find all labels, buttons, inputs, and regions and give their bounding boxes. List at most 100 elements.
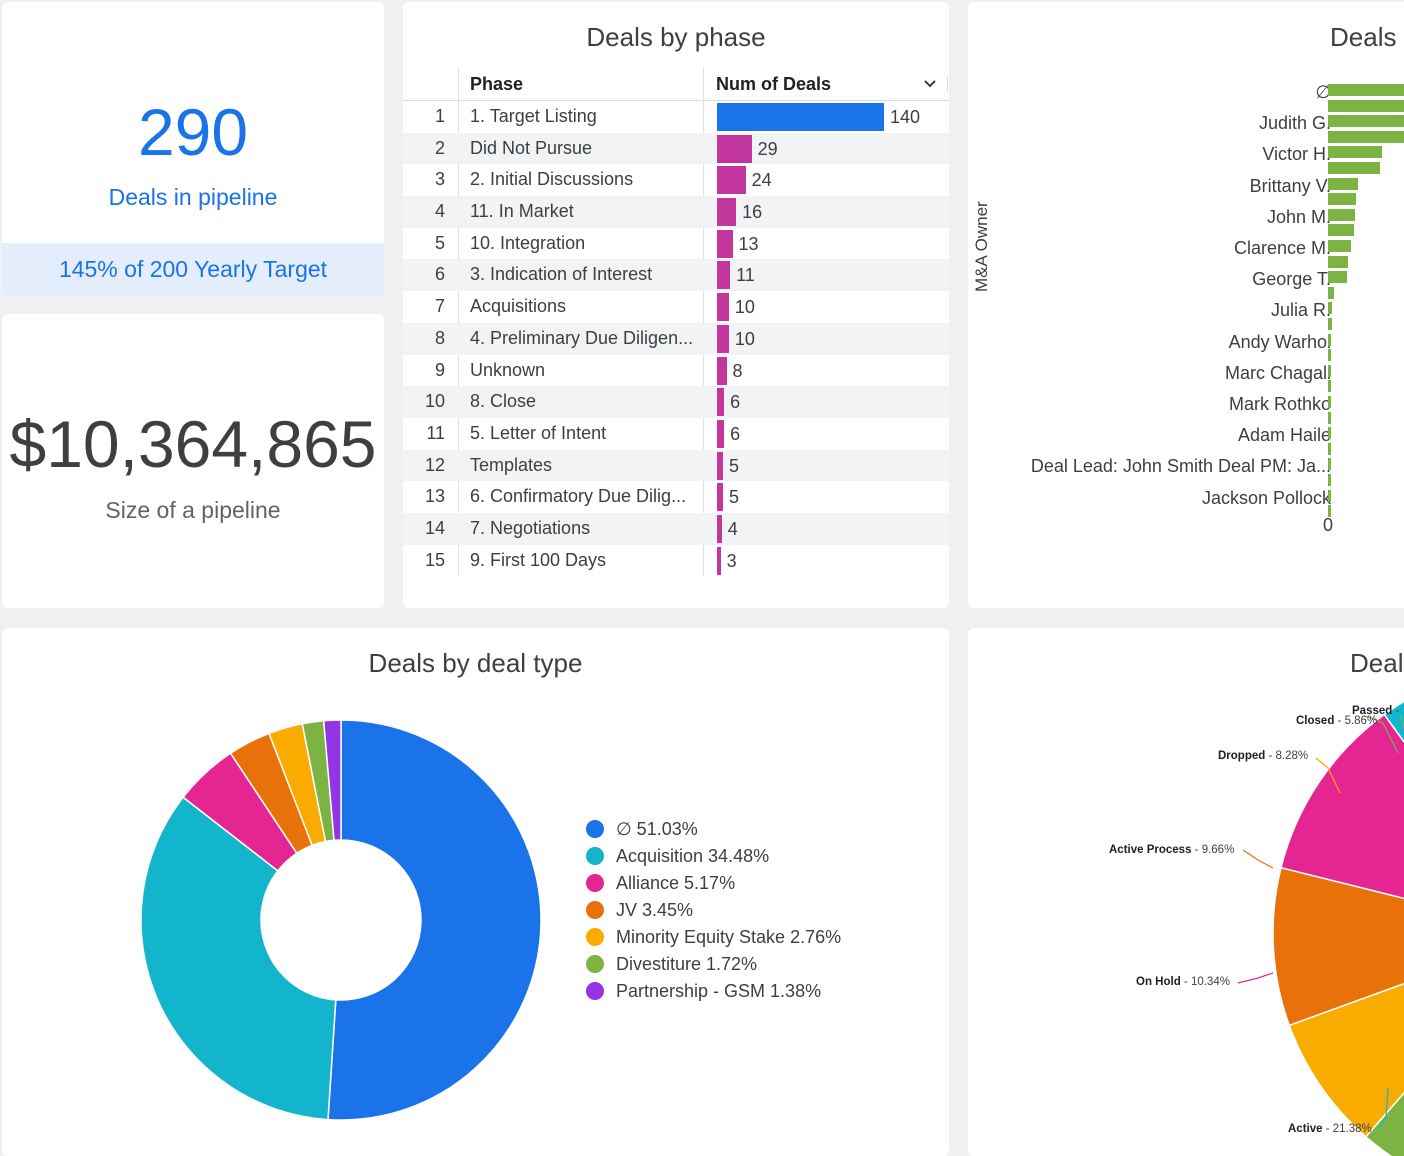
owner-label: John M. <box>1266 206 1331 227</box>
row-deals-bar <box>717 198 737 227</box>
table-row[interactable]: 13 6. Confirmatory Due Dilig... 5 <box>403 481 949 513</box>
row-deals-bar <box>717 451 723 480</box>
row-deals-bar <box>717 388 725 417</box>
legend-label: Divestiture 1.72% <box>616 954 758 974</box>
kpi-pipeline-label: Deals in pipeline <box>108 184 278 210</box>
legend-label: Acquisition 34.48% <box>616 846 770 866</box>
owner-label: Mark Rothko <box>1228 394 1331 414</box>
row-deals-value: 4 <box>727 518 738 539</box>
owner-label: ∅ <box>1315 82 1331 102</box>
owner-label: Clarence M. <box>1233 238 1331 258</box>
owner-label: Victor H. <box>1262 144 1331 165</box>
owner-label: Julia R. <box>1270 300 1331 321</box>
table-row[interactable]: 11 5. Letter of Intent 6 <box>403 418 949 450</box>
row-phase: Acquisitions <box>470 296 567 317</box>
row-deals-bar <box>717 293 729 322</box>
table-row[interactable]: 7 Acquisitions 10 <box>403 291 949 323</box>
row-deals-value: 8 <box>732 360 743 381</box>
legend-label: Minority Equity Stake 2.76% <box>616 927 842 947</box>
deals-by-status-title: Deal <box>1350 648 1404 678</box>
row-deals-bar <box>717 166 746 195</box>
legend-item[interactable]: Divestiture 1.72% <box>586 953 846 976</box>
legend-item[interactable]: Acquisition 34.48% <box>586 845 846 868</box>
owner-bar <box>1328 177 1358 190</box>
row-deals-value: 24 <box>751 170 772 191</box>
row-deals-value: 5 <box>728 455 739 476</box>
table-row[interactable]: 8 4. Preliminary Due Diligen... 10 <box>403 322 949 355</box>
row-number: 1 <box>434 106 445 126</box>
owner-label: Deal Lead: John Smith Deal PM: Ja... <box>1030 456 1331 477</box>
column-header-num-deals[interactable]: Num of Deals <box>716 74 832 94</box>
legend-item[interactable]: Partnership - GSM 1.38% <box>586 980 846 1003</box>
legend-item[interactable]: Minority Equity Stake 2.76% <box>586 926 846 949</box>
row-deals-bar <box>717 546 721 575</box>
legend-dot <box>586 901 604 919</box>
donut-slice[interactable] <box>322 719 342 842</box>
table-row[interactable]: 10 8. Close 6 <box>403 386 949 418</box>
legend-item[interactable]: ∅ 51.03% <box>586 818 846 841</box>
pie-slice[interactable] <box>1288 933 1404 1138</box>
column-divider <box>703 68 704 576</box>
row-number: 8 <box>434 327 445 348</box>
row-phase: 7. Negotiations <box>470 517 591 538</box>
deals-by-phase-title: Deals by phase <box>586 22 766 52</box>
leader-line <box>1315 757 1341 794</box>
kpi-card-pipeline: 290 Deals in pipeline 145% of 200 Yearly… <box>2 2 384 296</box>
table-row[interactable]: 15 9. First 100 Days 3 <box>403 545 949 577</box>
row-number: 13 <box>424 486 445 507</box>
row-deals-value: 16 <box>742 202 763 223</box>
table-row[interactable]: 5 10. Integration 13 <box>403 228 949 260</box>
legend-dot <box>586 955 604 973</box>
owner-bar <box>1328 286 1334 299</box>
owner-bar <box>1328 193 1356 206</box>
owner-bar <box>1328 99 1404 112</box>
row-phase: Unknown <box>470 359 546 380</box>
chevron-down-icon[interactable] <box>923 78 937 90</box>
table-row[interactable]: 12 Templates 5 <box>403 449 949 482</box>
deal-status-pie-chart <box>1237 663 1404 1156</box>
legend-item[interactable]: JV 3.45% <box>586 899 846 922</box>
owner-bar <box>1328 208 1355 221</box>
table-row[interactable]: 1 1. Target Listing 140 <box>403 101 949 133</box>
table-row[interactable]: 4 11. In Market 16 <box>403 196 949 228</box>
table-row[interactable]: 14 7. Negotiations 4 <box>403 512 949 545</box>
column-divider <box>458 68 459 576</box>
legend-label: Alliance 5.17% <box>616 873 736 893</box>
donut-slice[interactable] <box>327 719 542 1121</box>
row-deals-value: 6 <box>730 423 741 444</box>
pie-slice[interactable] <box>1383 663 1404 933</box>
owner-bar <box>1328 146 1382 159</box>
legend-dot <box>586 874 604 892</box>
row-deals-value: 6 <box>730 392 741 413</box>
row-deals-bar <box>717 261 731 290</box>
row-number: 7 <box>434 296 445 317</box>
row-deals-value: 5 <box>728 487 739 508</box>
row-deals-value: 29 <box>757 138 778 159</box>
kpi-size-label: Size of a pipeline <box>105 497 281 523</box>
leader-line <box>1399 714 1404 729</box>
column-header-phase[interactable]: Phase <box>470 74 524 94</box>
kpi-size-value: $10,364,865 <box>9 407 377 481</box>
owner-bar <box>1328 474 1331 486</box>
donut-slice[interactable] <box>140 796 337 1121</box>
pie-slice[interactable] <box>1280 713 1404 933</box>
kpi-pipeline-value: 290 <box>137 95 249 169</box>
row-number: 11 <box>426 422 445 443</box>
table-header: Phase Num of Deals <box>403 68 949 101</box>
table-row[interactable]: 6 3. Indication of Interest 11 <box>403 259 949 292</box>
pie-slice[interactable] <box>1272 866 1404 1027</box>
legend-item[interactable]: Alliance 5.17% <box>586 872 846 895</box>
owner-bar <box>1328 224 1354 237</box>
owner-bar <box>1328 396 1331 408</box>
row-number: 5 <box>434 232 445 253</box>
table-row[interactable]: 9 Unknown 8 <box>403 355 949 387</box>
table-row[interactable]: 2 Did Not Pursue 29 <box>403 132 949 165</box>
row-deals-bar <box>717 514 722 543</box>
owner-bar <box>1328 115 1404 128</box>
deals-by-deal-type-card: Deals by deal type ∅ 51.03% Acquisition 3… <box>2 628 949 1156</box>
deals-by-status-card: Deal Passed - Closed - 5.86% Dropped - 8.2… <box>968 628 1404 1156</box>
row-deals-bar <box>717 134 752 163</box>
legend-dot <box>586 928 604 946</box>
owner-label: Adam Haile <box>1237 425 1331 446</box>
table-row[interactable]: 3 2. Initial Discussions 24 <box>403 164 949 196</box>
